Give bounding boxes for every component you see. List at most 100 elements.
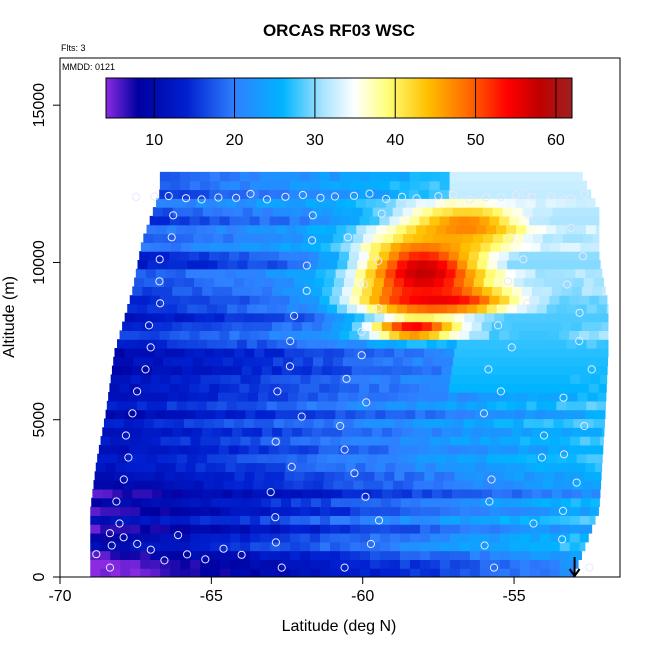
- heatmap-cell: [307, 392, 319, 402]
- heatmap-cell: [569, 295, 580, 305]
- heatmap-cell: [230, 506, 241, 516]
- heatmap-cell: [479, 180, 491, 191]
- heatmap-cell: [292, 488, 303, 499]
- heatmap-cell: [264, 312, 276, 323]
- heatmap-cell: [460, 497, 472, 508]
- heatmap-cell: [177, 303, 188, 314]
- heatmap-cell: [230, 559, 241, 569]
- observation-point: [297, 412, 306, 421]
- heatmap-cell: [525, 409, 536, 420]
- heatmap-cell: [401, 427, 413, 437]
- heatmap-cell: [449, 515, 461, 525]
- heatmap-cell: [169, 295, 181, 305]
- heatmap-cell: [323, 480, 334, 490]
- heatmap-cell: [412, 207, 424, 217]
- heatmap-cell: [469, 330, 480, 340]
- heatmap-cell: [280, 242, 292, 252]
- heatmap-cell: [131, 365, 143, 376]
- heatmap-cell: [150, 524, 161, 534]
- heatmap-cell: [354, 312, 365, 323]
- heatmap-cell: [601, 321, 609, 331]
- heatmap-cell: [386, 224, 397, 235]
- heatmap-cell: [429, 295, 441, 305]
- heatmap-cell: [120, 524, 131, 534]
- heatmap-cell: [229, 295, 241, 305]
- heatmap-cell: [426, 303, 438, 314]
- heatmap-cell: [394, 471, 405, 481]
- heatmap-cell: [340, 532, 351, 543]
- heatmap-cell: [303, 480, 314, 490]
- heatmap-cell: [275, 462, 287, 472]
- heatmap-cell: [194, 348, 205, 358]
- heatmap-cell: [170, 515, 181, 525]
- colorbar-tick-label: 30: [306, 132, 324, 149]
- heatmap-cell: [458, 251, 470, 261]
- heatmap-cell: [167, 453, 178, 464]
- heatmap-cell: [368, 251, 380, 261]
- heatmap-cell: [234, 471, 246, 481]
- heatmap-cell: [309, 171, 321, 182]
- heatmap-cell: [199, 180, 211, 191]
- observation-point: [343, 233, 353, 242]
- heatmap-cell: [337, 259, 348, 270]
- heatmap-cell: [362, 286, 373, 296]
- heatmap-cell: [469, 568, 481, 577]
- heatmap-cell: [250, 524, 261, 534]
- observation-point: [547, 191, 556, 200]
- heatmap-cell: [595, 268, 603, 279]
- heatmap-cell: [406, 224, 417, 235]
- heatmap-cell: [403, 233, 414, 243]
- heatmap-cell: [100, 568, 111, 577]
- heatmap-cell: [411, 321, 423, 331]
- heatmap-cell: [162, 286, 173, 296]
- heatmap-cell: [565, 462, 576, 472]
- heatmap-cell: [493, 480, 504, 490]
- heatmap-cell: [179, 171, 191, 182]
- heatmap-cell: [110, 515, 121, 525]
- heatmap-cell: [130, 515, 141, 525]
- heatmap-cell: [159, 215, 171, 226]
- heatmap-cell: [469, 295, 480, 305]
- heatmap-cell: [469, 171, 481, 182]
- heatmap-cell: [588, 383, 600, 393]
- heatmap-cell: [440, 242, 452, 252]
- heatmap-cell: [350, 374, 361, 384]
- heatmap-cell: [601, 427, 605, 437]
- heatmap-cell: [391, 365, 403, 376]
- heatmap-cell: [403, 277, 415, 287]
- heatmap-cell: [528, 251, 540, 261]
- heatmap-cell: [493, 277, 505, 287]
- heatmap-cell: [529, 506, 541, 516]
- heatmap-cell: [335, 268, 347, 279]
- heatmap-cell: [373, 480, 384, 490]
- heatmap-cell: [590, 242, 600, 252]
- heatmap-cell: [459, 559, 471, 569]
- heatmap-cell: [598, 251, 600, 261]
- heatmap-cell: [255, 198, 267, 208]
- heatmap-cell: [293, 277, 305, 287]
- heatmap-cell: [525, 198, 537, 208]
- heatmap-cell: [125, 409, 137, 420]
- heatmap-cell: [169, 215, 181, 226]
- heatmap-cell: [170, 524, 181, 534]
- heatmap-cell: [399, 515, 411, 525]
- heatmap-cell: [412, 488, 423, 499]
- heatmap-cell: [531, 286, 543, 296]
- heatmap-cell: [147, 303, 158, 314]
- heatmap-cell: [469, 515, 481, 525]
- heatmap-cell: [255, 268, 267, 279]
- observation-point: [164, 191, 173, 201]
- heatmap-cell: [533, 418, 545, 428]
- heatmap-cell: [413, 480, 424, 490]
- heatmap-cell: [393, 277, 405, 287]
- heatmap-cell: [204, 348, 215, 358]
- heatmap-cell: [449, 524, 461, 534]
- heatmap-cell: [583, 418, 595, 428]
- heatmap-cell: [439, 330, 450, 340]
- heatmap-cell: [192, 207, 204, 217]
- heatmap-cell: [368, 444, 380, 455]
- heatmap-cell: [523, 480, 534, 490]
- heatmap-cell: [489, 515, 501, 525]
- heatmap-cell: [333, 277, 345, 287]
- heatmap-cell: [149, 330, 161, 340]
